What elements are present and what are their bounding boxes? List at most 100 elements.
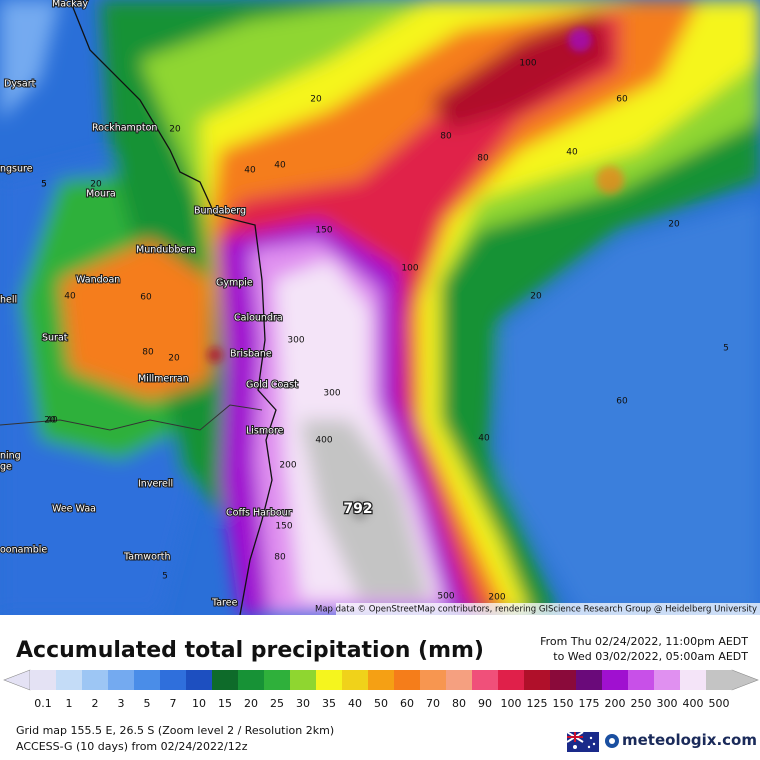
legend-swatch <box>238 670 265 690</box>
title: Accumulated total precipitation (mm) <box>16 638 484 663</box>
brand: meteologix.com <box>622 731 757 749</box>
place-label: Caloundra <box>234 313 283 324</box>
place-label: Wee Waa <box>52 504 96 515</box>
contour-label: 150 <box>275 522 292 532</box>
legend-label: 125 <box>527 697 548 710</box>
legend-label: 80 <box>452 697 466 710</box>
legend-swatch <box>186 670 213 690</box>
legend-label: 50 <box>374 697 388 710</box>
legend-swatch <box>498 670 525 690</box>
legend-label: 35 <box>322 697 336 710</box>
footer-model: ACCESS-G (10 days) from 02/24/2022/12z <box>16 740 248 753</box>
place-label: Rockhampton <box>92 123 157 134</box>
max-label: 792 <box>343 501 372 517</box>
coastline <box>69 0 277 615</box>
legend-swatch <box>290 670 317 690</box>
legend-swatch <box>654 670 681 690</box>
legend-label: 10 <box>192 697 206 710</box>
place-label: ge <box>0 462 12 473</box>
date-to: to Wed 03/02/2022, 05:00am AEDT <box>553 650 748 663</box>
legend-swatch <box>706 670 733 690</box>
place-label: Wandoan <box>76 275 120 286</box>
legend-swatch <box>680 670 707 690</box>
legend-label: 30 <box>296 697 310 710</box>
legend-swatch <box>420 670 447 690</box>
legend-swatch <box>368 670 395 690</box>
contour-label: 40 <box>46 416 58 426</box>
place-label: Dysart <box>4 79 36 90</box>
contour-label: 60 <box>140 293 152 303</box>
contour-label: 5 <box>723 344 729 354</box>
legend-swatch <box>160 670 187 690</box>
legend-label: 250 <box>631 697 652 710</box>
place-label: Bundaberg <box>194 206 246 217</box>
legend-swatch <box>30 670 57 690</box>
legend-label: 300 <box>657 697 678 710</box>
contour-label: 20 <box>44 416 56 426</box>
legend-label: 15 <box>218 697 232 710</box>
legend-label: 25 <box>270 697 284 710</box>
legend-label: 0.1 <box>34 697 52 710</box>
legend-label: 400 <box>683 697 704 710</box>
place-label: Moura <box>86 189 116 200</box>
legend-swatch <box>524 670 551 690</box>
contour-label: 200 <box>279 461 296 471</box>
place-label: Gold Coast <box>246 380 298 391</box>
contour-label: 150 <box>315 226 332 236</box>
contour-label: 60 <box>616 95 628 105</box>
place-label: Brisbane <box>230 349 272 360</box>
place-label: hell <box>0 295 17 306</box>
place-label: Inverell <box>138 479 173 490</box>
contour-label: 20 <box>310 95 322 105</box>
contour-label: 300 <box>287 336 304 346</box>
brand-icon <box>605 734 619 748</box>
legend-label: 2 <box>92 697 99 710</box>
legend-swatch <box>446 670 473 690</box>
state-border <box>0 404 263 431</box>
legend-swatch <box>576 670 603 690</box>
contour-label: 200 <box>488 593 505 603</box>
legend-label: 40 <box>348 697 362 710</box>
contour-label: 80 <box>477 154 489 164</box>
legend-label: 175 <box>579 697 600 710</box>
legend-swatch <box>472 670 499 690</box>
contour-label: 40 <box>566 148 578 158</box>
place-label: Lismore <box>246 426 284 437</box>
place-label: Surat <box>42 333 68 344</box>
legend-swatch <box>342 670 369 690</box>
color-legend: 0.1 1 2 3 5 7 10 15 20 25 30 35 40 50 60 70 80 90 100 125 15… <box>3 669 759 710</box>
contour-label: 20 <box>169 125 181 135</box>
place-label: Coffs Harbour <box>226 508 292 519</box>
legend-swatch <box>264 670 291 690</box>
date-from: From Thu 02/24/2022, 11:00pm AEDT <box>540 635 748 648</box>
contour-label: 80 <box>142 348 154 358</box>
legend-swatch <box>212 670 239 690</box>
legend-swatch <box>316 670 343 690</box>
contour-label: 5 <box>162 572 168 582</box>
place-label: ngsure <box>0 164 33 175</box>
contour-label: 5 <box>41 180 47 190</box>
contour-label: 400 <box>315 436 332 446</box>
contour-label: 100 <box>519 59 536 69</box>
legend-swatch <box>134 670 161 690</box>
contour-label: 40 <box>274 161 286 171</box>
contour-label: 20 <box>530 292 542 302</box>
place-label: Mackay <box>52 0 88 10</box>
legend-label: 20 <box>244 697 258 710</box>
legend-label: 60 <box>400 697 414 710</box>
legend-label: 150 <box>553 697 574 710</box>
contour-label: 20 <box>168 354 180 364</box>
contour-label: 80 <box>440 132 452 142</box>
legend-label: 3 <box>118 697 125 710</box>
contour-label: 5 <box>41 180 47 190</box>
legend-label: 500 <box>709 697 730 710</box>
legend-label: 5 <box>144 697 151 710</box>
precip-field: Map data © OpenStreetMap contributors, r… <box>0 0 760 615</box>
legend-swatch <box>394 670 421 690</box>
legend-arrow-left <box>3 669 31 691</box>
contour-label: 40 <box>478 434 490 444</box>
legend-label: 70 <box>426 697 440 710</box>
place-label: Tamworth <box>123 552 171 563</box>
legend-label: 90 <box>478 697 492 710</box>
